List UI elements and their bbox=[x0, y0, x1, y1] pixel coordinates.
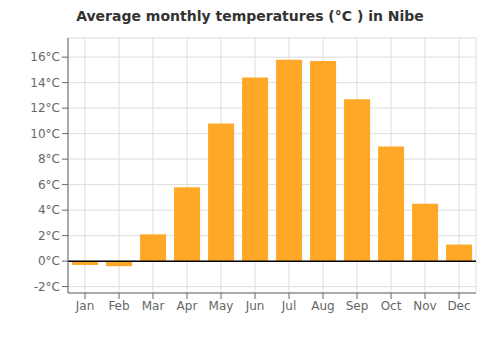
svg-text:-2°C: -2°C bbox=[34, 280, 60, 294]
svg-text:8°C: 8°C bbox=[38, 152, 60, 166]
svg-text:May: May bbox=[209, 299, 234, 313]
svg-text:6°C: 6°C bbox=[38, 178, 60, 192]
svg-text:Sep: Sep bbox=[346, 299, 369, 313]
svg-text:Apr: Apr bbox=[177, 299, 198, 313]
svg-text:16°C: 16°C bbox=[30, 50, 60, 64]
svg-text:Feb: Feb bbox=[108, 299, 129, 313]
svg-text:Jul: Jul bbox=[281, 299, 296, 313]
svg-text:Jan: Jan bbox=[75, 299, 95, 313]
svg-text:2°C: 2°C bbox=[38, 229, 60, 243]
svg-text:Aug: Aug bbox=[311, 299, 334, 313]
svg-text:14°C: 14°C bbox=[30, 76, 60, 90]
svg-text:12°C: 12°C bbox=[30, 101, 60, 115]
svg-text:Mar: Mar bbox=[142, 299, 165, 313]
svg-text:10°C: 10°C bbox=[30, 127, 60, 141]
svg-text:Oct: Oct bbox=[381, 299, 402, 313]
svg-text:0°C: 0°C bbox=[38, 254, 60, 268]
svg-text:Jun: Jun bbox=[245, 299, 265, 313]
svg-text:4°C: 4°C bbox=[38, 203, 60, 217]
svg-text:Dec: Dec bbox=[447, 299, 470, 313]
svg-text:Nov: Nov bbox=[413, 299, 436, 313]
html-text:Average monthly temperatures (: Average monthly temperatures (°C ) in Ni… bbox=[76, 8, 424, 24]
